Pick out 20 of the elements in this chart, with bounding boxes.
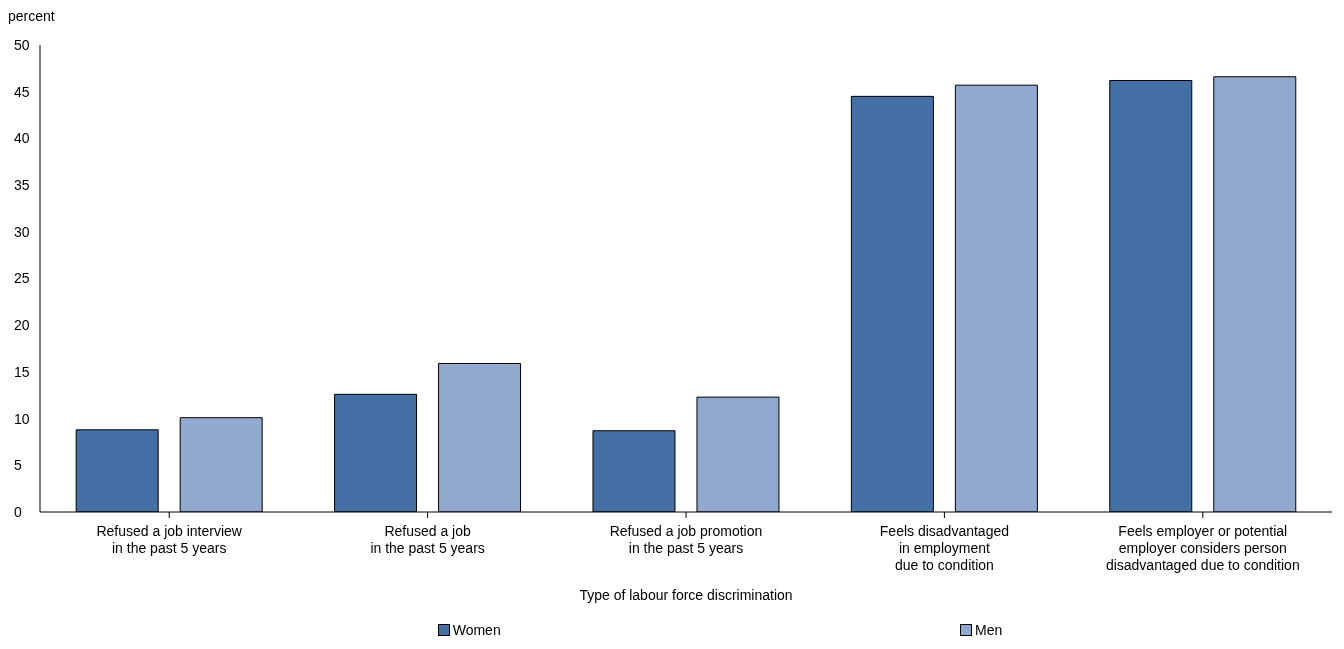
x-tick-label: Feels disadvantaged in employment due to condition (879, 523, 1009, 573)
y-tick-label: 40 (14, 130, 30, 147)
legend-label: Women (451, 622, 501, 638)
x-tick-label: Refused a job in the past 5 years (370, 523, 485, 556)
y-tick-label: 0 (14, 503, 22, 520)
x-axis-title: Type of labour force discrimination (579, 587, 793, 603)
x-tick-label: Feels employer or potential employer considers person disadvantaged due to condition (1105, 523, 1300, 573)
x-tick-label: Refused a job interview in the past 5 years (96, 523, 243, 556)
y-tick-label: 45 (14, 83, 30, 100)
y-axis-title: percent (8, 8, 55, 24)
y-tick-label: 5 (14, 457, 22, 474)
y-tick-label: 10 (14, 410, 30, 427)
y-tick-label: 35 (14, 177, 30, 194)
legend-label: Men (974, 622, 1003, 638)
y-tick-label: 30 (14, 223, 30, 240)
x-tick-label: Refused a job promotion in the past 5 years (609, 523, 763, 556)
y-tick-label: 25 (14, 270, 30, 287)
y-tick-label: 50 (14, 36, 30, 53)
y-tick-label: 20 (14, 317, 30, 334)
y-tick-label: 15 (14, 363, 30, 380)
